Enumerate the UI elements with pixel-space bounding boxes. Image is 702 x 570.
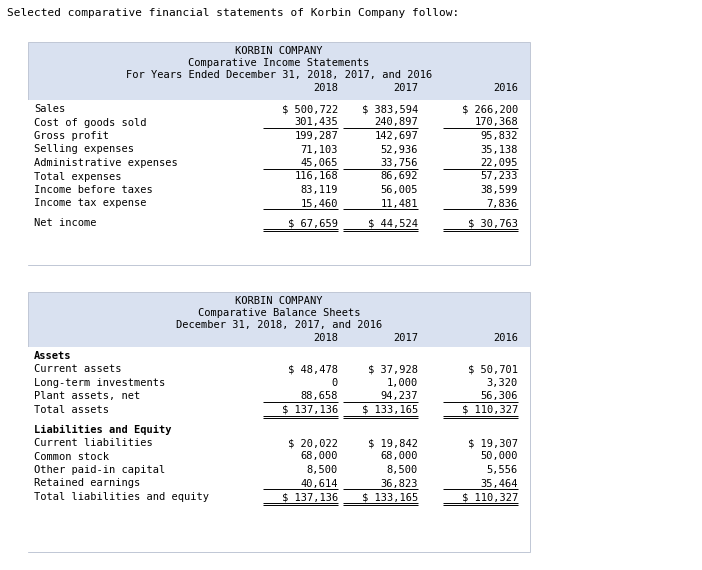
Text: 95,832: 95,832 bbox=[480, 131, 518, 141]
Text: $ 19,842: $ 19,842 bbox=[368, 438, 418, 448]
Text: $ 50,701: $ 50,701 bbox=[468, 364, 518, 374]
Text: 2017: 2017 bbox=[393, 83, 418, 93]
Text: 33,756: 33,756 bbox=[380, 158, 418, 168]
Text: 88,658: 88,658 bbox=[300, 392, 338, 401]
Bar bbox=[28, 347, 530, 552]
Text: 2017: 2017 bbox=[393, 333, 418, 343]
Text: 2016: 2016 bbox=[493, 333, 518, 343]
Text: $ 110,327: $ 110,327 bbox=[462, 492, 518, 502]
Text: For Years Ended December 31, 2018, 2017, and 2016: For Years Ended December 31, 2018, 2017,… bbox=[126, 70, 432, 80]
Text: 301,435: 301,435 bbox=[294, 117, 338, 128]
Text: 45,065: 45,065 bbox=[300, 158, 338, 168]
Text: 68,000: 68,000 bbox=[300, 451, 338, 462]
Text: $ 37,928: $ 37,928 bbox=[368, 364, 418, 374]
Text: 68,000: 68,000 bbox=[380, 451, 418, 462]
Text: 94,237: 94,237 bbox=[380, 392, 418, 401]
Text: Income tax expense: Income tax expense bbox=[34, 198, 147, 209]
Text: $ 266,200: $ 266,200 bbox=[462, 104, 518, 114]
Bar bbox=[28, 100, 530, 265]
Text: 86,692: 86,692 bbox=[380, 172, 418, 181]
Text: 7,836: 7,836 bbox=[486, 198, 518, 209]
Text: 35,138: 35,138 bbox=[480, 145, 518, 154]
Text: Long-term investments: Long-term investments bbox=[34, 378, 165, 388]
Text: $ 133,165: $ 133,165 bbox=[362, 492, 418, 502]
Text: Liabilities and Equity: Liabilities and Equity bbox=[34, 425, 171, 434]
Text: $ 67,659: $ 67,659 bbox=[288, 218, 338, 228]
Text: 22,095: 22,095 bbox=[480, 158, 518, 168]
Text: December 31, 2018, 2017, and 2016: December 31, 2018, 2017, and 2016 bbox=[176, 320, 382, 330]
Text: 2018: 2018 bbox=[313, 333, 338, 343]
Text: Total expenses: Total expenses bbox=[34, 172, 121, 181]
Text: 52,936: 52,936 bbox=[380, 145, 418, 154]
Text: Assets: Assets bbox=[34, 351, 72, 361]
Text: Other paid-in capital: Other paid-in capital bbox=[34, 465, 165, 475]
Text: Sales: Sales bbox=[34, 104, 65, 114]
Text: Selected comparative financial statements of Korbin Company follow:: Selected comparative financial statement… bbox=[7, 8, 459, 18]
Text: 1,000: 1,000 bbox=[387, 378, 418, 388]
Text: $ 133,165: $ 133,165 bbox=[362, 405, 418, 415]
Text: 2018: 2018 bbox=[313, 83, 338, 93]
Text: 56,306: 56,306 bbox=[480, 392, 518, 401]
Text: Selling expenses: Selling expenses bbox=[34, 145, 134, 154]
Text: 8,500: 8,500 bbox=[387, 465, 418, 475]
Text: 50,000: 50,000 bbox=[480, 451, 518, 462]
Text: 57,233: 57,233 bbox=[480, 172, 518, 181]
Text: 36,823: 36,823 bbox=[380, 478, 418, 488]
Text: 240,897: 240,897 bbox=[374, 117, 418, 128]
Text: Total assets: Total assets bbox=[34, 405, 109, 415]
Text: $ 20,022: $ 20,022 bbox=[288, 438, 338, 448]
Text: $ 383,594: $ 383,594 bbox=[362, 104, 418, 114]
Text: $ 137,136: $ 137,136 bbox=[282, 492, 338, 502]
Text: KORBIN COMPANY: KORBIN COMPANY bbox=[235, 46, 323, 56]
Text: 5,556: 5,556 bbox=[486, 465, 518, 475]
Text: $ 30,763: $ 30,763 bbox=[468, 218, 518, 228]
Text: Comparative Income Statements: Comparative Income Statements bbox=[188, 58, 370, 68]
Text: Income before taxes: Income before taxes bbox=[34, 185, 153, 195]
Text: Gross profit: Gross profit bbox=[34, 131, 109, 141]
Text: Retained earnings: Retained earnings bbox=[34, 478, 140, 488]
Text: 8,500: 8,500 bbox=[307, 465, 338, 475]
Text: $ 19,307: $ 19,307 bbox=[468, 438, 518, 448]
Text: $ 48,478: $ 48,478 bbox=[288, 364, 338, 374]
Text: 0: 0 bbox=[332, 378, 338, 388]
Text: 40,614: 40,614 bbox=[300, 478, 338, 488]
Text: Total liabilities and equity: Total liabilities and equity bbox=[34, 492, 209, 502]
Text: Current assets: Current assets bbox=[34, 364, 121, 374]
Text: Current liabilities: Current liabilities bbox=[34, 438, 153, 448]
Text: Plant assets, net: Plant assets, net bbox=[34, 392, 140, 401]
Text: KORBIN COMPANY: KORBIN COMPANY bbox=[235, 296, 323, 306]
Text: 3,320: 3,320 bbox=[486, 378, 518, 388]
Text: Common stock: Common stock bbox=[34, 451, 109, 462]
Text: 35,464: 35,464 bbox=[480, 478, 518, 488]
Text: Net income: Net income bbox=[34, 218, 96, 228]
Text: 56,005: 56,005 bbox=[380, 185, 418, 195]
Text: 15,460: 15,460 bbox=[300, 198, 338, 209]
Text: 71,103: 71,103 bbox=[300, 145, 338, 154]
Text: 142,697: 142,697 bbox=[374, 131, 418, 141]
Text: 11,481: 11,481 bbox=[380, 198, 418, 209]
Bar bbox=[28, 42, 530, 265]
Text: 116,168: 116,168 bbox=[294, 172, 338, 181]
Text: Comparative Balance Sheets: Comparative Balance Sheets bbox=[198, 308, 360, 318]
Text: Administrative expenses: Administrative expenses bbox=[34, 158, 178, 168]
Bar bbox=[28, 292, 530, 552]
Text: 2016: 2016 bbox=[493, 83, 518, 93]
Text: 170,368: 170,368 bbox=[475, 117, 518, 128]
Text: 38,599: 38,599 bbox=[480, 185, 518, 195]
Text: $ 137,136: $ 137,136 bbox=[282, 405, 338, 415]
Text: 83,119: 83,119 bbox=[300, 185, 338, 195]
Text: $ 500,722: $ 500,722 bbox=[282, 104, 338, 114]
Text: 199,287: 199,287 bbox=[294, 131, 338, 141]
Text: Cost of goods sold: Cost of goods sold bbox=[34, 117, 147, 128]
Text: $ 44,524: $ 44,524 bbox=[368, 218, 418, 228]
Text: $ 110,327: $ 110,327 bbox=[462, 405, 518, 415]
